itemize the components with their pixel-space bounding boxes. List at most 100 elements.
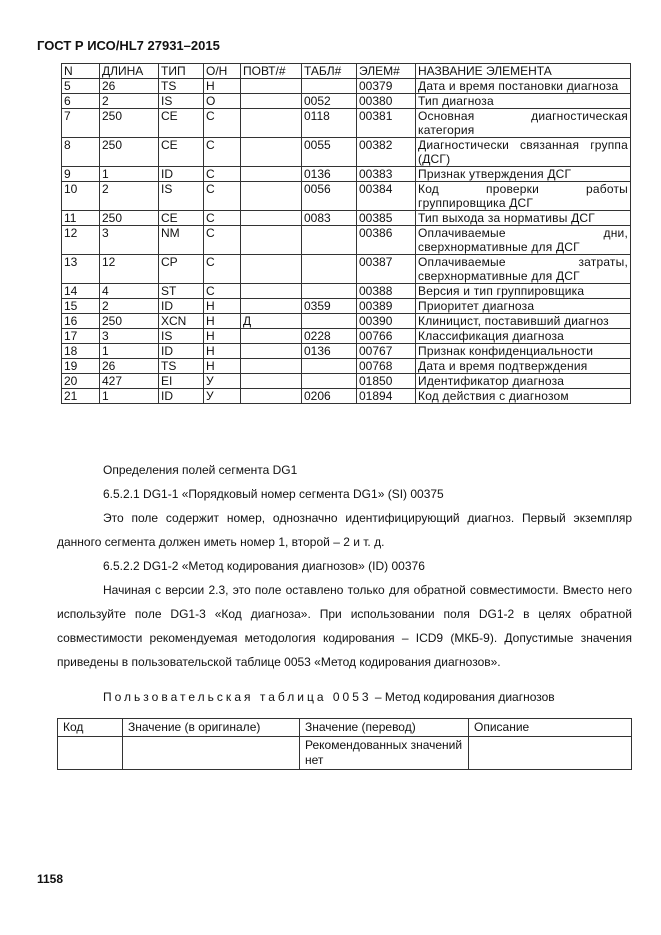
table-cell: 1 [99, 388, 159, 404]
table-cell: 13 [61, 254, 100, 284]
table-cell: 19 [61, 358, 100, 374]
column-header: Описание [468, 718, 632, 737]
table-cell [301, 313, 357, 329]
table-cell: Н [203, 343, 241, 359]
table-cell: Н [203, 313, 241, 329]
table-cell [240, 137, 302, 167]
table-cell: 17 [61, 328, 100, 344]
table-caption: Пользовательская таблица 0053 – Метод ко… [103, 690, 555, 704]
table-cell: IS [158, 328, 204, 344]
table-cell [240, 388, 302, 404]
table-cell [301, 254, 357, 284]
table-cell: NM [158, 225, 204, 255]
table-row: 7 250 CE С 0118 00381 Основная диагностическая… [61, 108, 631, 138]
column-header: ЭЛЕМ# [356, 63, 416, 79]
table-row: 17 3 IS Н 0228 00766 Классификация диагноза [61, 328, 631, 344]
column-header: ПОВТ/# [240, 63, 302, 79]
table-cell: Код действия с диагнозом [415, 388, 631, 404]
table-cell: 250 [99, 313, 159, 329]
paragraph-dg1-2: Начиная с версии 2.3, это поле оставлено… [57, 583, 632, 669]
table-cell [301, 373, 357, 389]
table-cell: 0083 [301, 210, 357, 226]
table-cell: 1 [99, 166, 159, 182]
column-header: НАЗВАНИЕ ЭЛЕМЕНТА [415, 63, 631, 79]
table-cell: 00385 [356, 210, 416, 226]
table-cell: 21 [61, 388, 100, 404]
table-cell: 0052 [301, 93, 357, 109]
table-cell: 0055 [301, 137, 357, 167]
table-cell [240, 358, 302, 374]
table-cell: 12 [99, 254, 159, 284]
table-cell: 7 [61, 108, 100, 138]
table-cell: Признак утверждения ДСГ [415, 166, 631, 182]
table-cell: 250 [99, 137, 159, 167]
table-cell: 01894 [356, 388, 416, 404]
table-cell: ID [158, 343, 204, 359]
table-cell: 00379 [356, 78, 416, 94]
table-cell [240, 328, 302, 344]
table-cell: 0206 [301, 388, 357, 404]
table-cell [240, 225, 302, 255]
table-cell: 00768 [356, 358, 416, 374]
table-row: 18 1 ID Н 0136 00767 Признак конфиденциальност… [61, 343, 631, 359]
table-row: 8 250 CE С 0055 00382 Диагностически связанная… [61, 137, 631, 167]
table-cell: Версия и тип группировщика [415, 283, 631, 299]
table-cell: ID [158, 166, 204, 182]
table-cell: Тип выхода за нормативы ДСГ [415, 210, 631, 226]
table-cell: 3 [99, 225, 159, 255]
table-cell [240, 254, 302, 284]
table-row: 19 26 TS Н 00768 Дата и время подтверждения [61, 358, 631, 374]
table-cell: CE [158, 108, 204, 138]
table-cell: Диагностически связанная группа (ДСГ) [415, 137, 631, 167]
table-row: 6 2 IS О 0052 00380 Тип диагноза [61, 93, 631, 109]
table-cell: 18 [61, 343, 100, 359]
table-cell: С [203, 181, 241, 211]
table-cell: 00380 [356, 93, 416, 109]
table-cell: TS [158, 78, 204, 94]
caption-prefix: Пользовательская таблица 0053 [103, 690, 372, 704]
column-header: О/Н [203, 63, 241, 79]
table-cell: 11 [61, 210, 100, 226]
column-header: ТАБЛ# [301, 63, 357, 79]
table-cell: 4 [99, 283, 159, 299]
table-cell [240, 343, 302, 359]
table-cell: 00767 [356, 343, 416, 359]
table-cell: С [203, 108, 241, 138]
table-cell [468, 736, 632, 770]
section-heading: Определения полей сегмента DG1 [103, 463, 298, 477]
table-cell: Основная диагностическая категория [415, 108, 631, 138]
table-cell: 00384 [356, 181, 416, 211]
table-cell: 2 [99, 298, 159, 314]
table-cell: ID [158, 298, 204, 314]
table-cell: ID [158, 388, 204, 404]
table-cell [240, 108, 302, 138]
caption-title: – Метод кодирования диагнозов [371, 690, 555, 704]
table-cell: 6 [61, 93, 100, 109]
table-cell: 2 [99, 181, 159, 211]
table-cell: С [203, 283, 241, 299]
table-row: 15 2 ID Н 0359 00389 Приоритет диагноза [61, 298, 631, 314]
table-cell: 00388 [356, 283, 416, 299]
table-cell [57, 736, 123, 770]
table-row: 13 12 CP С 00387 Оплачиваемые затраты, сверхн… [61, 254, 631, 284]
table-cell: Д [240, 313, 302, 329]
document-header: ГОСТ Р ИСО/HL7 27931–2015 [37, 38, 220, 53]
table-cell: XCN [158, 313, 204, 329]
table-row: 12 3 NM С 00386 Оплачиваемые дни, сверхнормат… [61, 225, 631, 255]
table-cell: 0228 [301, 328, 357, 344]
table-cell: 00382 [356, 137, 416, 167]
table-cell: Классификация диагноза [415, 328, 631, 344]
table-row: 16 250 XCN Н Д 00390 Клиницист, поставивший ди… [61, 313, 631, 329]
table-cell: 250 [99, 210, 159, 226]
table-cell [240, 373, 302, 389]
paragraph-dg1-1: Это поле содержит номер, однозначно иден… [57, 511, 632, 549]
table-cell: Код проверки работы группировщика ДСГ [415, 181, 631, 211]
table-cell: 0136 [301, 166, 357, 182]
table-cell: 20 [61, 373, 100, 389]
table-cell: 16 [61, 313, 100, 329]
table-cell: 00386 [356, 225, 416, 255]
segment-fields-table: N ДЛИНА ТИП О/Н ПОВТ/# ТАБЛ# ЭЛЕМ# НАЗВАНИЕ ЭЛЕ… [61, 63, 631, 404]
table-cell: 2 [99, 93, 159, 109]
table-cell: 9 [61, 166, 100, 182]
